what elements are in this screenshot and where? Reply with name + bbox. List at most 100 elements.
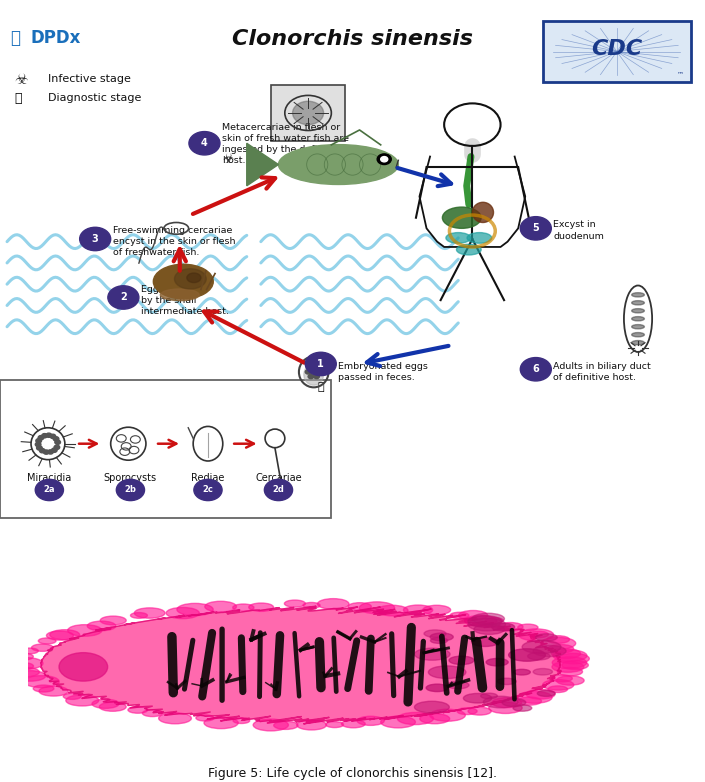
Text: Embryonated eggs
passed in feces.: Embryonated eggs passed in feces. [338,362,428,382]
Text: 2c: 2c [202,486,214,494]
Circle shape [562,661,589,669]
Circle shape [489,702,522,713]
Text: ☣: ☣ [223,152,234,166]
Ellipse shape [467,232,492,243]
Text: Diagnostic stage: Diagnostic stage [48,93,141,103]
Circle shape [423,605,450,615]
Text: 2b: 2b [125,486,136,494]
Circle shape [492,623,515,631]
Circle shape [32,644,53,651]
Circle shape [430,633,453,641]
Text: Clonorchis sinensis: Clonorchis sinensis [232,29,473,49]
Text: Sporocysts: Sporocysts [104,473,157,483]
Circle shape [527,652,550,660]
Text: Eggs ingested
by the snail
intermediate host.: Eggs ingested by the snail intermediate … [141,285,229,316]
Circle shape [548,644,574,653]
Circle shape [48,450,54,454]
Circle shape [108,285,139,309]
Text: 3: 3 [92,234,99,244]
Circle shape [492,698,522,708]
Circle shape [42,433,47,438]
Circle shape [381,716,415,728]
Circle shape [274,721,298,730]
Circle shape [558,668,582,676]
Circle shape [166,608,200,619]
Circle shape [348,603,372,611]
Circle shape [472,637,498,647]
Circle shape [529,631,548,638]
Circle shape [249,603,274,612]
Circle shape [551,649,581,658]
Circle shape [377,154,391,164]
Circle shape [533,645,566,657]
Circle shape [430,709,465,721]
Circle shape [63,694,81,699]
Text: Metacercariae in flesh or
skin of fresh water fish are
ingested by the definitiv: Metacercariae in flesh or skin of fresh … [222,124,349,166]
Ellipse shape [457,244,482,255]
Ellipse shape [304,364,324,386]
Circle shape [233,718,250,723]
Circle shape [194,479,222,500]
Circle shape [317,599,349,609]
Circle shape [426,684,448,691]
Circle shape [284,600,305,607]
Circle shape [46,433,51,437]
Circle shape [522,640,561,654]
Circle shape [517,624,538,631]
Text: 1: 1 [317,359,324,369]
Circle shape [14,671,46,681]
Circle shape [303,602,320,608]
Circle shape [36,439,42,443]
Text: Adults in biliary duct
of definitive host.: Adults in biliary duct of definitive hos… [553,362,651,382]
Circle shape [558,654,589,664]
Circle shape [326,722,343,727]
Circle shape [502,698,526,706]
Circle shape [415,648,450,660]
Ellipse shape [278,145,398,185]
Circle shape [80,228,111,251]
Circle shape [513,669,530,675]
Ellipse shape [632,292,644,297]
Circle shape [553,650,587,662]
Ellipse shape [175,269,207,289]
Circle shape [447,681,469,689]
Circle shape [24,676,59,687]
Text: ⓓ: ⓓ [11,29,20,47]
Text: 4: 4 [201,138,208,149]
Circle shape [556,676,584,685]
Circle shape [128,707,148,713]
Circle shape [130,612,147,619]
Text: Figure 5: Life cycle of clonorchis sinensis [12].: Figure 5: Life cycle of clonorchis sinen… [208,767,497,780]
Circle shape [424,630,446,637]
Circle shape [468,707,491,715]
Circle shape [204,717,238,729]
Circle shape [526,689,555,699]
Circle shape [35,443,41,447]
Circle shape [39,449,45,453]
Circle shape [484,696,518,708]
Text: 5: 5 [532,224,539,233]
Polygon shape [247,143,278,186]
Circle shape [314,365,319,369]
Circle shape [508,649,546,662]
Circle shape [429,665,466,679]
Circle shape [547,636,570,644]
Circle shape [536,633,557,641]
Circle shape [537,691,556,697]
FancyBboxPatch shape [0,380,331,518]
Circle shape [403,605,433,615]
Circle shape [308,375,314,378]
Circle shape [485,618,503,623]
Text: Cercariae: Cercariae [255,473,302,483]
Circle shape [498,622,523,631]
Text: DPDx: DPDx [30,29,80,47]
Ellipse shape [632,332,644,337]
Circle shape [92,699,119,708]
Circle shape [13,662,34,669]
Circle shape [53,436,59,441]
Text: 🔬: 🔬 [14,91,22,105]
Circle shape [552,657,587,669]
Text: ™: ™ [677,71,684,77]
Ellipse shape [161,289,200,300]
FancyBboxPatch shape [543,21,691,82]
